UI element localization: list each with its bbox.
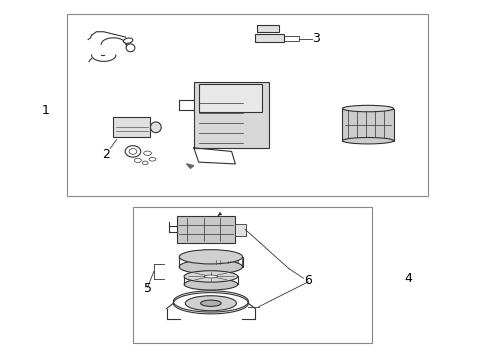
Bar	[67, 14, 428, 196]
Bar	[177, 216, 235, 243]
Bar	[343, 109, 393, 141]
Ellipse shape	[184, 279, 238, 290]
Polygon shape	[187, 164, 194, 168]
Bar	[255, 33, 284, 42]
Ellipse shape	[179, 260, 243, 274]
Ellipse shape	[144, 151, 151, 156]
Bar	[235, 224, 246, 236]
Ellipse shape	[185, 296, 237, 311]
Ellipse shape	[201, 300, 221, 306]
Ellipse shape	[179, 249, 243, 264]
Ellipse shape	[149, 157, 156, 161]
Text: 4: 4	[404, 272, 412, 285]
Ellipse shape	[204, 275, 218, 278]
Circle shape	[129, 149, 137, 154]
Circle shape	[125, 146, 141, 157]
Ellipse shape	[343, 105, 393, 112]
Bar	[257, 25, 279, 32]
Ellipse shape	[150, 122, 161, 133]
Text: 1: 1	[41, 104, 49, 117]
Ellipse shape	[343, 138, 393, 144]
Bar	[133, 207, 372, 342]
Text: 3: 3	[312, 32, 319, 45]
Ellipse shape	[142, 161, 148, 165]
Ellipse shape	[126, 44, 135, 52]
Ellipse shape	[184, 271, 238, 282]
Text: 5: 5	[144, 283, 151, 296]
Text: 6: 6	[304, 274, 312, 287]
Ellipse shape	[123, 38, 133, 43]
Bar	[194, 82, 270, 148]
Ellipse shape	[173, 293, 248, 314]
Ellipse shape	[134, 158, 141, 162]
Bar	[199, 84, 262, 112]
Text: 2: 2	[102, 148, 110, 162]
Bar	[114, 117, 150, 137]
